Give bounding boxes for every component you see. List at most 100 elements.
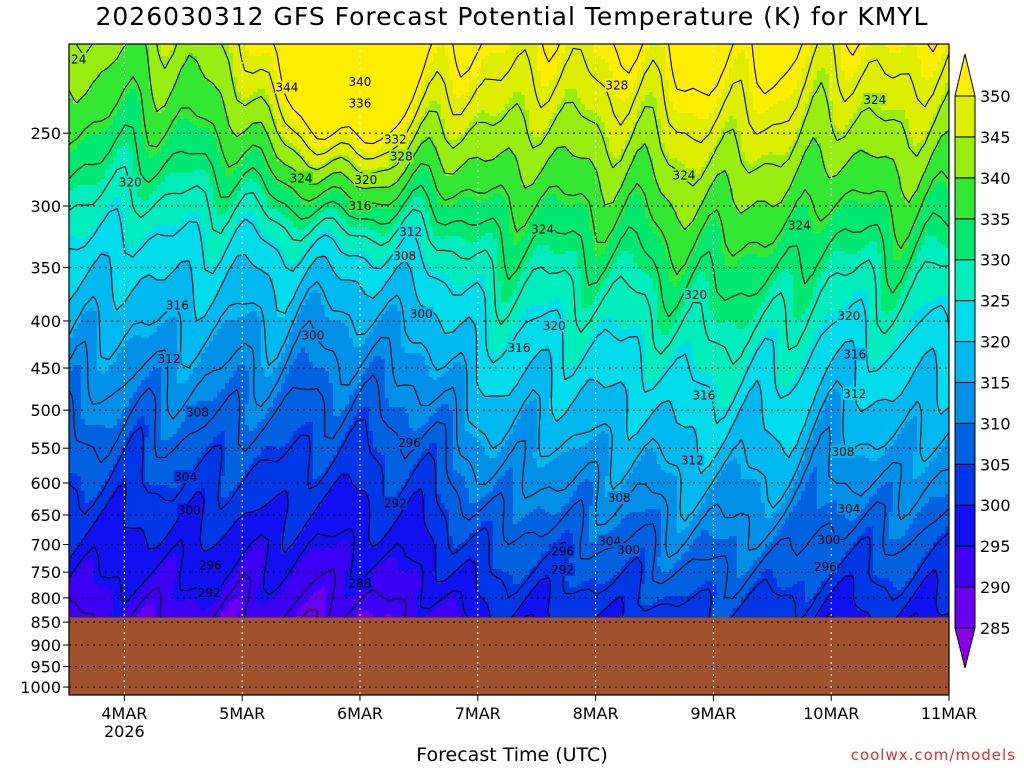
field-cell — [933, 545, 949, 549]
field-cell — [81, 320, 98, 324]
field-cell — [545, 161, 594, 165]
field-cell — [569, 530, 590, 534]
field-cell — [509, 221, 530, 225]
field-cell — [733, 200, 758, 204]
field-cell — [325, 305, 390, 309]
field-cell — [285, 251, 306, 255]
field-cell — [797, 443, 810, 447]
field-cell — [869, 359, 882, 363]
field-cell — [201, 452, 226, 456]
field-cell — [313, 455, 334, 459]
field-cell — [909, 317, 949, 321]
field-cell — [925, 203, 949, 207]
field-cell — [449, 65, 482, 69]
field-cell — [869, 497, 894, 501]
field-cell — [373, 569, 402, 573]
field-cell — [125, 407, 162, 411]
field-cell — [917, 365, 938, 369]
field-cell — [841, 434, 898, 438]
field-cell — [261, 575, 290, 579]
field-cell — [841, 167, 898, 171]
field-cell — [257, 311, 278, 315]
field-cell — [845, 575, 854, 579]
field-cell — [205, 239, 230, 243]
field-cell — [453, 467, 510, 471]
field-cell — [529, 227, 590, 231]
field-cell — [401, 173, 418, 177]
field-cell — [257, 149, 274, 153]
field-cell — [321, 164, 358, 168]
field-cell — [161, 182, 210, 186]
field-cell — [537, 449, 570, 453]
field-cell — [181, 515, 202, 519]
field-cell — [177, 518, 202, 522]
field-cell — [193, 311, 210, 315]
field-cell — [249, 401, 274, 405]
field-cell — [801, 317, 826, 321]
field-cell — [149, 155, 154, 159]
field-cell — [149, 74, 178, 78]
field-cell — [305, 554, 350, 558]
field-cell — [409, 263, 430, 267]
field-cell — [517, 164, 546, 168]
field-cell — [69, 164, 110, 168]
field-cell — [841, 437, 898, 441]
field-cell — [233, 131, 246, 135]
field-cell — [245, 182, 258, 186]
field-cell — [841, 560, 874, 564]
field-cell — [613, 383, 626, 387]
field-cell — [845, 305, 870, 309]
field-cell — [401, 335, 478, 339]
field-cell — [353, 416, 370, 420]
field-cell — [445, 119, 474, 123]
field-cell — [581, 284, 606, 288]
field-cell — [885, 311, 890, 315]
field-cell — [297, 539, 342, 543]
field-cell — [557, 110, 594, 114]
field-cell — [225, 431, 294, 435]
field-cell — [153, 92, 170, 96]
field-cell — [201, 65, 234, 69]
field-cell — [641, 428, 698, 432]
field-cell — [825, 374, 858, 378]
field-cell — [69, 278, 86, 282]
field-cell — [405, 410, 438, 414]
field-cell — [429, 533, 450, 537]
field-cell — [553, 383, 586, 387]
field-cell — [349, 329, 374, 333]
field-cell — [213, 437, 226, 441]
field-cell — [313, 203, 354, 207]
field-cell — [657, 317, 678, 321]
field-cell — [505, 197, 546, 201]
field-cell — [897, 341, 949, 345]
field-cell — [505, 50, 538, 54]
field-cell — [473, 77, 542, 81]
field-cell — [517, 323, 566, 327]
field-cell — [217, 137, 270, 141]
field-cell — [201, 221, 238, 225]
field-cell — [81, 482, 106, 486]
field-cell — [265, 368, 274, 372]
field-cell — [201, 536, 222, 540]
field-cell — [405, 167, 422, 171]
field-cell — [937, 578, 949, 582]
field-cell — [301, 350, 306, 354]
field-cell — [913, 455, 938, 459]
field-cell — [129, 296, 194, 300]
field-cell — [233, 59, 274, 63]
field-cell — [721, 89, 750, 93]
field-cell — [745, 395, 762, 399]
field-cell — [657, 323, 674, 327]
field-cell — [565, 89, 578, 93]
field-cell — [781, 440, 798, 444]
field-cell — [333, 398, 350, 402]
field-cell — [493, 551, 546, 555]
field-cell — [125, 302, 194, 306]
field-cell — [713, 380, 742, 384]
field-cell — [477, 359, 534, 363]
field-cell — [309, 518, 370, 522]
field-cell — [825, 401, 842, 405]
field-cell — [509, 218, 534, 222]
field-cell — [113, 272, 174, 276]
field-cell — [513, 500, 570, 504]
